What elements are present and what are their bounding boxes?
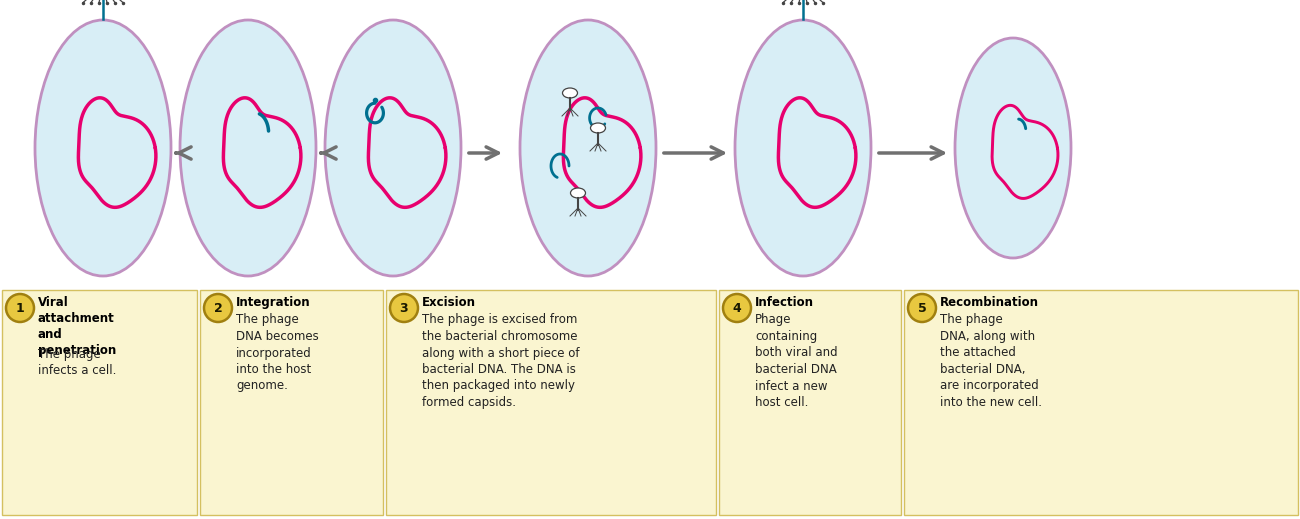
Circle shape (204, 294, 231, 322)
Text: 5: 5 (918, 302, 927, 315)
Circle shape (390, 294, 419, 322)
Ellipse shape (35, 20, 172, 276)
Text: Excision: Excision (422, 296, 476, 309)
Text: 3: 3 (399, 302, 408, 315)
Text: Recombination: Recombination (940, 296, 1039, 309)
Text: 1: 1 (16, 302, 25, 315)
Text: Phage
containing
both viral and
bacterial DNA
infect a new
host cell.: Phage containing both viral and bacteria… (755, 313, 837, 409)
FancyBboxPatch shape (200, 290, 384, 515)
Text: 4: 4 (733, 302, 741, 315)
Text: The phage
DNA, along with
the attached
bacterial DNA,
are incorporated
into the : The phage DNA, along with the attached b… (940, 313, 1043, 409)
Ellipse shape (956, 38, 1071, 258)
Ellipse shape (563, 88, 577, 98)
Text: Viral
attachment
and
penetration: Viral attachment and penetration (38, 296, 116, 357)
Ellipse shape (325, 20, 462, 276)
Circle shape (907, 294, 936, 322)
FancyBboxPatch shape (3, 290, 198, 515)
Circle shape (723, 294, 751, 322)
Ellipse shape (734, 20, 871, 276)
FancyBboxPatch shape (903, 290, 1297, 515)
Ellipse shape (179, 20, 316, 276)
FancyBboxPatch shape (386, 290, 716, 515)
Ellipse shape (520, 20, 656, 276)
Text: The phage is excised from
the bacterial chromosome
along with a short piece of
b: The phage is excised from the bacterial … (422, 313, 580, 409)
Text: The phage
DNA becomes
incorporated
into the host
genome.: The phage DNA becomes incorporated into … (237, 313, 318, 392)
Text: Integration: Integration (237, 296, 311, 309)
Ellipse shape (571, 188, 585, 198)
Ellipse shape (590, 123, 606, 133)
Text: 2: 2 (213, 302, 222, 315)
Text: The phage
infects a cell.: The phage infects a cell. (38, 348, 117, 377)
FancyBboxPatch shape (719, 290, 901, 515)
Circle shape (6, 294, 34, 322)
Text: Infection: Infection (755, 296, 814, 309)
